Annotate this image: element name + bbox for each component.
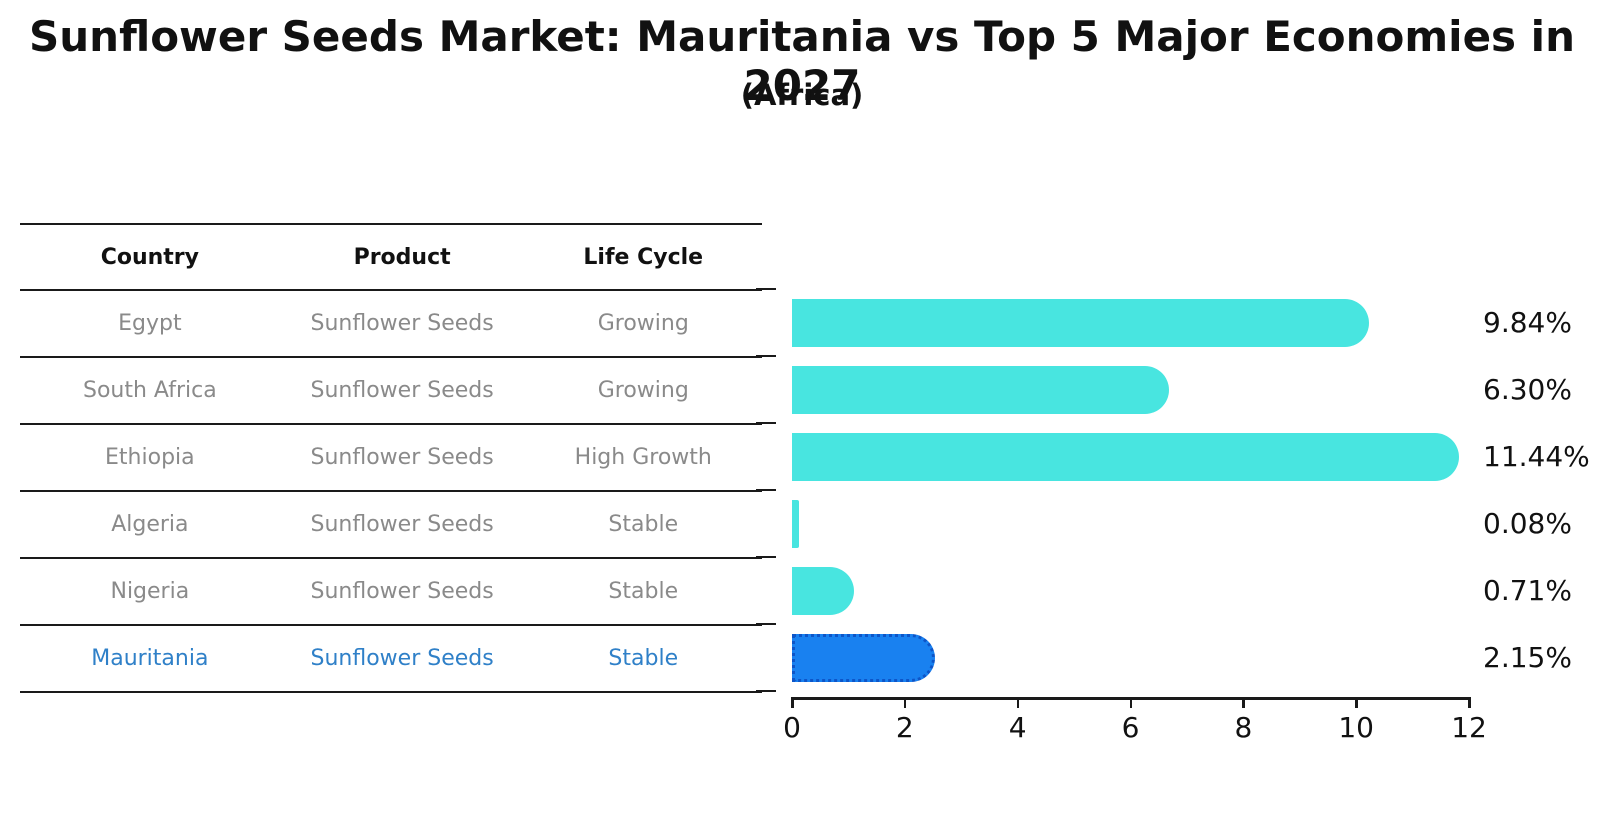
y-axis-tick	[756, 623, 776, 625]
table-row-egypt: Egypt Sunflower Seeds Growing	[20, 291, 762, 358]
x-axis-tick	[1242, 697, 1245, 708]
cell-product: Sunflower Seeds	[310, 512, 494, 537]
table-row-south-africa: South Africa Sunflower Seeds Growing	[20, 358, 762, 425]
x-axis-tick-label: 6	[1121, 711, 1140, 744]
x-axis-tick	[903, 697, 907, 708]
y-axis-tick	[756, 355, 776, 357]
table-row-mauritania: Mauritania Sunflower Seeds Stable	[20, 626, 762, 693]
y-axis-tick	[756, 556, 776, 558]
y-axis-tick	[756, 690, 776, 692]
bar-egypt	[792, 298, 1370, 347]
y-axis-tick	[756, 422, 776, 424]
chart-subtitle: (Africa)	[740, 78, 864, 112]
cell-life-cycle: Growing	[597, 378, 689, 403]
x-axis-tick	[1468, 697, 1471, 708]
table-header-row: Country Product Life Cycle	[20, 225, 762, 291]
cell-country: South Africa	[83, 378, 217, 403]
x-axis-tick	[1016, 697, 1020, 708]
bar-value-label: 0.71%	[1483, 573, 1572, 607]
bar-ethiopia	[792, 432, 1460, 481]
cell-country: Ethiopia	[105, 445, 195, 470]
x-axis-tick-label: 0	[783, 711, 801, 744]
cell-product: Sunflower Seeds	[310, 646, 494, 671]
x-axis-tick-label: 4	[1008, 711, 1027, 744]
x-axis-tick-label: 12	[1451, 711, 1487, 744]
cell-life-cycle: Growing	[597, 311, 689, 336]
y-axis-tick	[756, 489, 776, 491]
bar-value-label: 2.15%	[1483, 640, 1572, 674]
cell-life-cycle: Stable	[608, 512, 679, 537]
cell-product: Sunflower Seeds	[310, 445, 494, 470]
cell-product: Sunflower Seeds	[310, 579, 494, 604]
y-axis-tick	[756, 288, 776, 290]
bar-value-label: 0.08%	[1483, 506, 1572, 540]
x-axis-tick-label: 2	[895, 711, 914, 744]
table-row-nigeria: Nigeria Sunflower Seeds Stable	[20, 559, 762, 626]
table-header-product: Product	[353, 244, 451, 270]
bar-algeria	[792, 499, 799, 548]
chart-title: Sunflower Seeds Market: Mauritania vs To…	[29, 12, 1575, 110]
table-header-country: Country	[100, 244, 199, 270]
x-axis-tick	[791, 697, 794, 708]
x-axis-tick	[1355, 697, 1358, 708]
cell-product: Sunflower Seeds	[310, 311, 494, 336]
x-axis-tick-label: 10	[1338, 711, 1374, 744]
cell-country: Mauritania	[91, 646, 209, 671]
cell-country: Egypt	[118, 311, 182, 336]
x-axis-tick	[1129, 697, 1133, 708]
cell-life-cycle: Stable	[608, 579, 679, 604]
country-table: Country Product Life Cycle Egypt Sunflow…	[20, 223, 762, 693]
cell-country: Algeria	[111, 512, 189, 537]
bar-value-label: 6.30%	[1483, 372, 1572, 406]
bar-value-label: 9.84%	[1483, 305, 1572, 339]
table-row-ethiopia: Ethiopia Sunflower Seeds High Growth	[20, 425, 762, 492]
cell-life-cycle: Stable	[608, 646, 679, 671]
x-axis-tick-label: 8	[1234, 711, 1253, 744]
table-header-life-cycle: Life Cycle	[583, 244, 704, 270]
bar-value-label: 11.44%	[1483, 439, 1590, 473]
bar-south-africa	[792, 365, 1170, 414]
cell-country: Nigeria	[110, 579, 190, 604]
table-row-algeria: Algeria Sunflower Seeds Stable	[20, 492, 762, 559]
bar-nigeria	[792, 566, 855, 615]
cell-product: Sunflower Seeds	[310, 378, 494, 403]
cell-life-cycle: High Growth	[574, 445, 712, 470]
bar-mauritania	[792, 633, 936, 682]
